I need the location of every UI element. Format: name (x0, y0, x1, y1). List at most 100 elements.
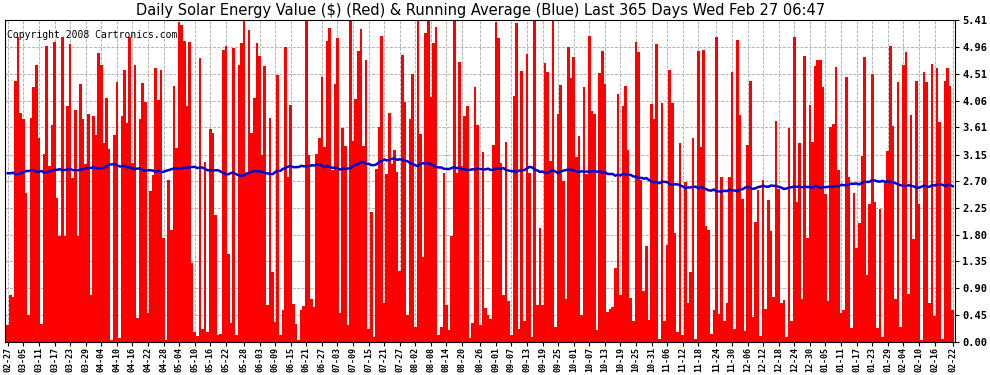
Bar (939, 122, 941, 342)
Bar (689, 273, 692, 342)
Bar (375, 169, 378, 342)
Bar (417, 20, 419, 342)
Bar (598, 74, 601, 342)
Bar (233, 48, 235, 342)
Bar (414, 327, 417, 342)
Bar (222, 50, 225, 342)
Bar (183, 41, 185, 342)
Bar (769, 231, 772, 342)
Bar (643, 291, 645, 342)
Bar (227, 254, 230, 342)
Bar (513, 96, 515, 342)
Bar (591, 111, 593, 342)
Bar (489, 319, 492, 342)
Bar (151, 176, 154, 342)
Bar (742, 200, 743, 342)
Bar (681, 335, 684, 342)
Bar (105, 98, 108, 342)
Bar (554, 327, 556, 342)
Bar (946, 68, 948, 342)
Bar (435, 27, 438, 342)
Bar (378, 127, 380, 342)
Bar (777, 189, 780, 342)
Bar (721, 177, 723, 342)
Bar (562, 181, 564, 342)
Bar (708, 230, 710, 342)
Bar (588, 36, 591, 342)
Bar (342, 128, 344, 342)
Bar (447, 330, 450, 342)
Bar (175, 148, 178, 342)
Bar (406, 315, 409, 342)
Bar (502, 295, 505, 342)
Bar (604, 84, 606, 342)
Bar (863, 57, 865, 342)
Bar (881, 338, 884, 342)
Bar (622, 106, 625, 342)
Bar (632, 321, 635, 342)
Bar (279, 335, 281, 342)
Bar (943, 81, 946, 342)
Bar (481, 152, 484, 342)
Bar (357, 51, 359, 342)
Bar (726, 303, 728, 342)
Bar (118, 338, 121, 342)
Bar (43, 154, 46, 342)
Bar (544, 63, 546, 342)
Bar (884, 182, 886, 342)
Bar (326, 41, 329, 342)
Bar (289, 105, 292, 342)
Bar (850, 328, 852, 342)
Bar (827, 302, 830, 342)
Bar (463, 116, 466, 342)
Bar (796, 202, 798, 342)
Bar (728, 177, 731, 342)
Bar (230, 323, 233, 342)
Bar (346, 325, 349, 342)
Bar (440, 327, 443, 342)
Bar (564, 298, 567, 342)
Bar (585, 174, 588, 342)
Bar (926, 82, 928, 342)
Bar (164, 340, 167, 342)
Bar (349, 20, 351, 342)
Bar (33, 87, 35, 342)
Bar (391, 165, 393, 342)
Bar (536, 305, 539, 342)
Bar (329, 28, 331, 342)
Bar (790, 321, 793, 342)
Bar (362, 146, 364, 342)
Bar (287, 177, 289, 342)
Bar (297, 340, 300, 342)
Bar (567, 46, 570, 342)
Bar (354, 99, 357, 342)
Bar (658, 339, 660, 342)
Bar (433, 44, 435, 342)
Bar (713, 310, 715, 342)
Bar (531, 337, 534, 342)
Bar (772, 297, 775, 342)
Bar (30, 118, 33, 342)
Bar (723, 321, 726, 342)
Bar (928, 303, 931, 342)
Bar (248, 30, 250, 342)
Bar (139, 119, 142, 342)
Bar (422, 258, 425, 342)
Bar (9, 295, 12, 342)
Bar (526, 54, 529, 342)
Bar (243, 20, 246, 342)
Bar (907, 294, 910, 342)
Bar (261, 154, 263, 342)
Bar (185, 106, 188, 342)
Bar (479, 325, 481, 342)
Bar (873, 202, 876, 342)
Bar (385, 174, 388, 342)
Bar (673, 234, 676, 342)
Bar (137, 318, 139, 342)
Bar (645, 246, 647, 342)
Bar (460, 166, 463, 342)
Bar (97, 53, 100, 342)
Bar (593, 114, 596, 342)
Bar (295, 324, 297, 342)
Bar (79, 84, 82, 342)
